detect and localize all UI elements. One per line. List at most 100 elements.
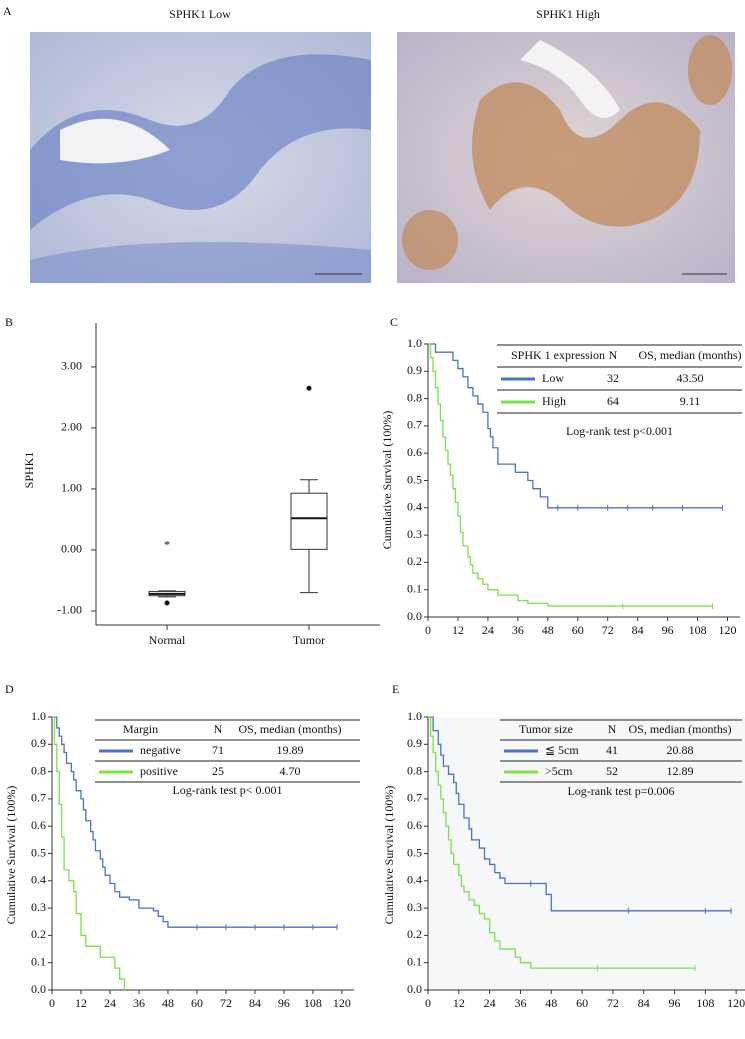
extreme: * [164, 537, 170, 551]
y-tick-label: 0.9 [31, 736, 46, 750]
x-tick-label: 12 [452, 623, 464, 637]
y-tick-label: 0.2 [407, 554, 422, 568]
x-tick-label: 96 [278, 996, 290, 1010]
y-tick-label: 0.7 [407, 418, 422, 432]
x-tick-label: 108 [304, 996, 322, 1010]
y-tick-label: -1.00 [57, 603, 82, 617]
table-cell: 25 [212, 764, 224, 778]
legend-label: >5cm [545, 764, 573, 778]
y-tick-label: 0.8 [407, 390, 422, 404]
panel-label: E [392, 682, 399, 696]
table-header: Margin [123, 722, 158, 736]
axes [427, 344, 740, 618]
table-cell: 32 [607, 371, 619, 385]
x-tick-label: 48 [542, 623, 554, 637]
table-header: N [608, 722, 617, 736]
y-tick-label: 0.4 [407, 873, 422, 887]
table-cell: 12.89 [667, 764, 694, 778]
table-header: Tumor size [519, 722, 573, 736]
table-cell: 71 [212, 743, 224, 757]
y-tick-label: 0.1 [31, 954, 46, 968]
x-tick-label: 120 [719, 623, 737, 637]
table-cell: 9.11 [680, 394, 701, 408]
y-tick-label: 0.8 [31, 763, 46, 777]
panel-label: B [5, 315, 13, 329]
y-tick-label: 0.3 [407, 527, 422, 541]
x-tick-label: 24 [484, 996, 496, 1010]
y-tick-label: 0.2 [31, 927, 46, 941]
y-tick-label: 0.5 [407, 845, 422, 859]
panel-label: D [5, 682, 14, 696]
y-tick-label: 0.7 [31, 791, 46, 805]
x-tick-label: 24 [104, 996, 116, 1010]
x-tick-label: 60 [576, 996, 588, 1010]
table-header: OS, median (months) [239, 722, 342, 736]
table-cell: 64 [607, 394, 619, 408]
x-tick-label: Normal [149, 633, 186, 647]
x-tick-label: 0 [425, 623, 431, 637]
y-tick-label: 0.3 [407, 900, 422, 914]
x-tick-label: 24 [482, 623, 494, 637]
y-tick-label: 0.7 [407, 791, 422, 805]
plot-background [428, 717, 745, 990]
image-title: SPHK1 Low [169, 7, 231, 21]
x-tick-label: 72 [607, 996, 619, 1010]
x-tick-label: 48 [162, 996, 174, 1010]
y-tick-label: 0.8 [407, 763, 422, 777]
micrograph-low [30, 32, 371, 283]
survival-curve [52, 716, 126, 990]
x-tick-label: 120 [727, 996, 745, 1010]
legend-label: Low [542, 371, 564, 385]
micrograph-high [397, 32, 735, 283]
y-tick-label: 1.0 [407, 709, 422, 723]
box [290, 492, 328, 550]
x-tick-label: 96 [662, 623, 674, 637]
table-cell: 43.50 [677, 371, 704, 385]
x-tick-label: 12 [453, 996, 465, 1010]
table-header: OS, median (months) [639, 348, 742, 362]
y-tick-label: 0.0 [407, 982, 422, 996]
y-tick-label: 0.0 [31, 982, 46, 996]
table-cell: 20.88 [667, 743, 694, 757]
x-tick-label: 36 [133, 996, 145, 1010]
axes [95, 323, 380, 626]
y-tick-label: 0.5 [31, 845, 46, 859]
legend-label: ≦ 5cm [545, 743, 579, 757]
x-tick-label: 84 [638, 996, 650, 1010]
y-tick-label: 1.0 [31, 709, 46, 723]
table-cell: 19.89 [277, 743, 304, 757]
panel-label: A [3, 4, 12, 18]
y-tick-label: 3.00 [61, 359, 82, 373]
y-tick-label: 1.0 [407, 336, 422, 350]
table-header: N [609, 348, 618, 362]
panel-label: C [390, 315, 398, 329]
outlier [306, 385, 312, 391]
x-tick-label: 36 [512, 623, 524, 637]
table-cell: 4.70 [280, 764, 301, 778]
x-tick-label: 108 [689, 623, 707, 637]
y-tick-label: 0.1 [407, 581, 422, 595]
table-header: SPHK 1 expression [511, 348, 605, 362]
y-axis-label: Cumulative Survival (100%) [4, 786, 18, 925]
x-tick-label: 96 [669, 996, 681, 1010]
y-tick-label: 0.6 [407, 445, 422, 459]
table-note: Log-rank test p=0.006 [567, 784, 674, 798]
survival-curve [428, 716, 732, 912]
y-tick-label: 0.6 [407, 818, 422, 832]
axes [51, 717, 354, 991]
image-title: SPHK1 High [536, 7, 600, 21]
legend-label: High [542, 394, 566, 408]
y-tick-label: 0.2 [407, 927, 422, 941]
y-tick-label: 0.9 [407, 363, 422, 377]
table-header: N [214, 722, 223, 736]
legend-label: positive [140, 764, 178, 778]
y-tick-label: 0.4 [31, 873, 46, 887]
x-tick-label: 72 [220, 996, 232, 1010]
y-tick-label: 0.0 [407, 609, 422, 623]
x-tick-label: 60 [572, 623, 584, 637]
x-tick-label: 60 [191, 996, 203, 1010]
x-tick-label: Tumor [293, 633, 325, 647]
table-cell: 52 [606, 764, 618, 778]
outlier [164, 600, 170, 606]
